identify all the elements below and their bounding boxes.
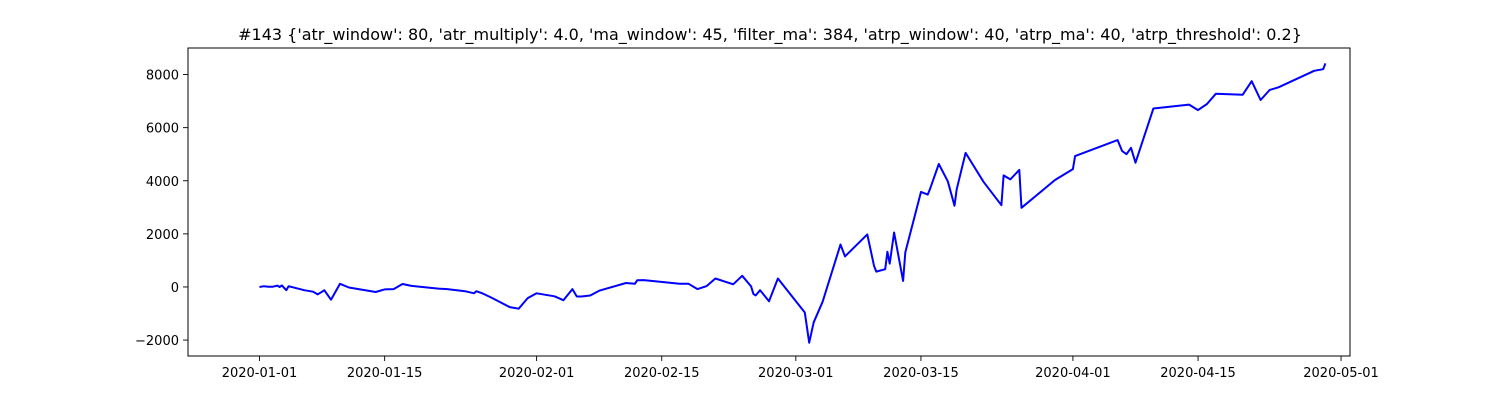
x-tick-label: 2020-03-15 bbox=[883, 366, 959, 381]
x-tick-label: 2020-01-15 bbox=[347, 366, 423, 381]
y-tick-label: −2000 bbox=[135, 334, 179, 349]
equity-line bbox=[259, 63, 1327, 344]
x-tick-label: 2020-02-15 bbox=[624, 366, 700, 381]
x-tick-label: 2020-04-01 bbox=[1035, 366, 1111, 381]
plot-area bbox=[187, 47, 1351, 357]
y-tick-label: 2000 bbox=[146, 228, 179, 243]
y-tick-label: 8000 bbox=[146, 69, 179, 84]
y-tick-label: 6000 bbox=[146, 122, 179, 137]
x-tick-label: 2020-03-01 bbox=[758, 366, 834, 381]
chart-title: #143 {'atr_window': 80, 'atr_multiply': … bbox=[238, 25, 1302, 45]
x-tick-label: 2020-02-01 bbox=[499, 366, 575, 381]
y-tick-label: 4000 bbox=[146, 175, 179, 190]
x-tick-label: 2020-01-01 bbox=[222, 366, 298, 381]
x-axis: 2020-01-01 2020-01-15 2020-02-01 2020-02-15… bbox=[222, 356, 1379, 381]
x-tick-label: 2020-04-15 bbox=[1160, 366, 1236, 381]
y-tick-label: 0 bbox=[171, 281, 179, 296]
y-axis: −2000 0 2000 4000 6000 8000 bbox=[135, 69, 188, 349]
x-tick-label: 2020-05-01 bbox=[1303, 366, 1379, 381]
